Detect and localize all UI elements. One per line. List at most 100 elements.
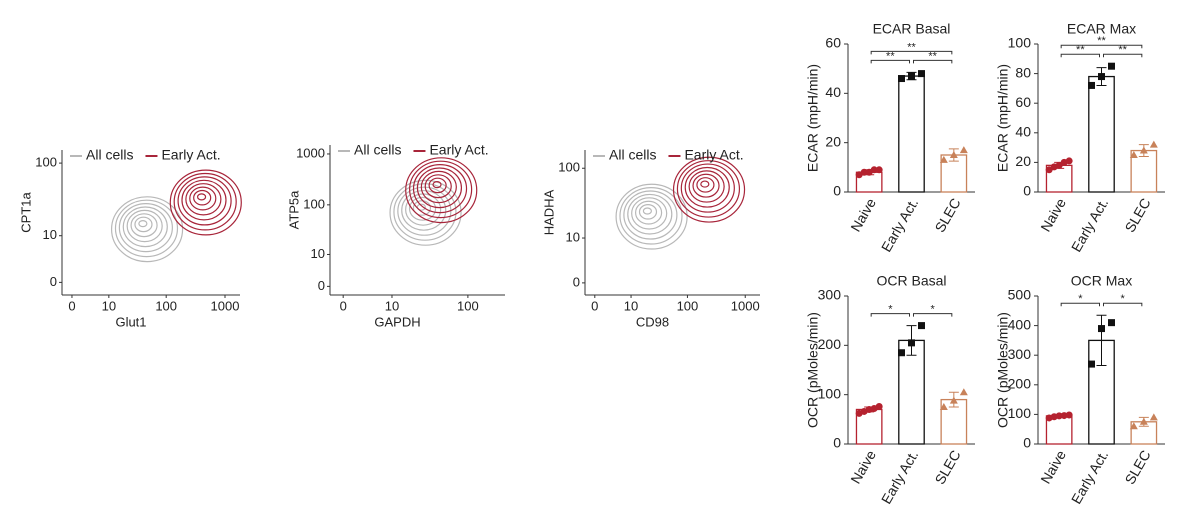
data-point — [1098, 325, 1105, 333]
contour-line — [126, 209, 163, 243]
contour-line — [684, 166, 730, 208]
y-tick-label: 20 — [825, 133, 841, 149]
x-tick-label: Naive — [1037, 195, 1069, 234]
contour-line — [428, 177, 447, 194]
data-point — [918, 322, 925, 330]
y-tick-label: 100 — [1008, 35, 1032, 51]
contour-line — [169, 169, 242, 236]
significance-bracket — [1060, 44, 1143, 49]
y-tick-label: 40 — [1015, 124, 1031, 140]
significance-bracket — [1103, 302, 1143, 307]
data-point — [939, 155, 948, 163]
significance-bracket — [1060, 53, 1100, 58]
x-tick-label: 10 — [385, 298, 399, 313]
legend-label: Early Act. — [684, 147, 743, 163]
contour-line — [412, 200, 432, 216]
significance-bracket — [870, 313, 910, 317]
data-point — [1149, 413, 1158, 421]
contour-line — [696, 177, 715, 193]
x-tick-label: Early Act. — [878, 195, 921, 254]
y-tick-label: 100 — [303, 196, 325, 211]
data-point — [898, 349, 905, 357]
chart-title: OCR Max — [1071, 273, 1132, 289]
y-tick-label: 20 — [1015, 153, 1031, 169]
significance-bracket — [913, 59, 953, 64]
data-point — [1055, 412, 1063, 420]
data-point — [875, 166, 883, 174]
contour-line — [688, 170, 725, 203]
legend-label: Early Act. — [429, 142, 488, 158]
significance-label: ** — [1097, 35, 1106, 47]
x-tick-label: 10 — [102, 298, 116, 313]
y-tick-label: 10 — [43, 227, 57, 242]
x-tick-label: 100 — [677, 298, 699, 313]
contour-line — [181, 179, 227, 221]
y-tick-label: 300 — [1008, 346, 1032, 362]
significance-bracket — [1103, 53, 1143, 58]
x-tick-label: 100 — [155, 298, 177, 313]
contour-line — [623, 190, 678, 240]
x-tick-label: 100 — [457, 298, 479, 313]
y-axis-label: ECAR (mpH/min) — [805, 64, 821, 172]
contour-line — [638, 204, 658, 220]
significance-label: * — [888, 304, 893, 316]
contour-line — [408, 196, 437, 221]
y-tick-label: 0 — [573, 274, 580, 289]
significance-label: * — [931, 304, 936, 316]
y-tick-label: 0 — [318, 278, 325, 293]
y-tick-label: 100 — [558, 160, 580, 175]
data-point — [875, 403, 883, 411]
legend-label: All cells — [354, 142, 401, 158]
data-point — [959, 388, 968, 396]
data-point — [860, 168, 868, 176]
contour-line — [631, 197, 668, 230]
y-tick-label: 0 — [833, 183, 841, 199]
bar — [1088, 75, 1115, 193]
contour-line — [130, 213, 158, 238]
contour-line — [110, 196, 184, 263]
significance-label: ** — [1076, 44, 1085, 56]
y-tick-label: 0 — [50, 274, 57, 289]
contour-line — [118, 202, 173, 253]
y-tick-label: 60 — [1015, 94, 1031, 110]
data-point — [1108, 319, 1115, 327]
significance-bracket — [913, 313, 953, 317]
x-axis-label: GAPDH — [374, 314, 420, 329]
y-axis-label: ATP5a — [286, 190, 301, 230]
contour-line — [138, 219, 148, 228]
data-point — [1065, 411, 1073, 419]
x-tick-label: 0 — [591, 298, 598, 313]
chart-title: ECAR Basal — [873, 21, 951, 37]
x-tick-label: SLEC — [1121, 195, 1153, 235]
contour-line — [700, 180, 710, 188]
y-tick-label: 300 — [818, 287, 842, 303]
y-tick-label: 10 — [566, 229, 580, 244]
legend-label: Early Act. — [161, 147, 220, 163]
x-tick-label: 0 — [68, 298, 75, 313]
contour-line — [642, 207, 652, 215]
significance-bracket — [1060, 302, 1100, 307]
y-axis-label: HADHA — [541, 189, 556, 235]
x-tick-label: Naive — [1037, 447, 1069, 486]
significance-label: * — [1078, 293, 1083, 305]
contour-line — [412, 163, 468, 214]
significance-bracket — [870, 50, 953, 55]
contour-line — [692, 173, 720, 198]
x-axis-label: Glut1 — [115, 314, 146, 329]
data-point — [1108, 62, 1115, 70]
data-point — [898, 75, 905, 83]
x-tick-label: Early Act. — [1068, 195, 1111, 254]
contour-line — [676, 160, 741, 218]
y-tick-label: 100 — [35, 155, 57, 170]
significance-label: ** — [907, 41, 916, 53]
contour-line — [193, 189, 212, 206]
y-tick-label: 0 — [1023, 183, 1031, 199]
y-axis-label: CPT1a — [18, 192, 33, 233]
x-tick-label: Naive — [847, 195, 879, 234]
data-point — [1149, 140, 1158, 148]
legend-label: All cells — [86, 147, 133, 163]
x-tick-label: SLEC — [931, 447, 963, 487]
contour-line — [122, 206, 168, 248]
x-tick-label: SLEC — [931, 195, 963, 235]
